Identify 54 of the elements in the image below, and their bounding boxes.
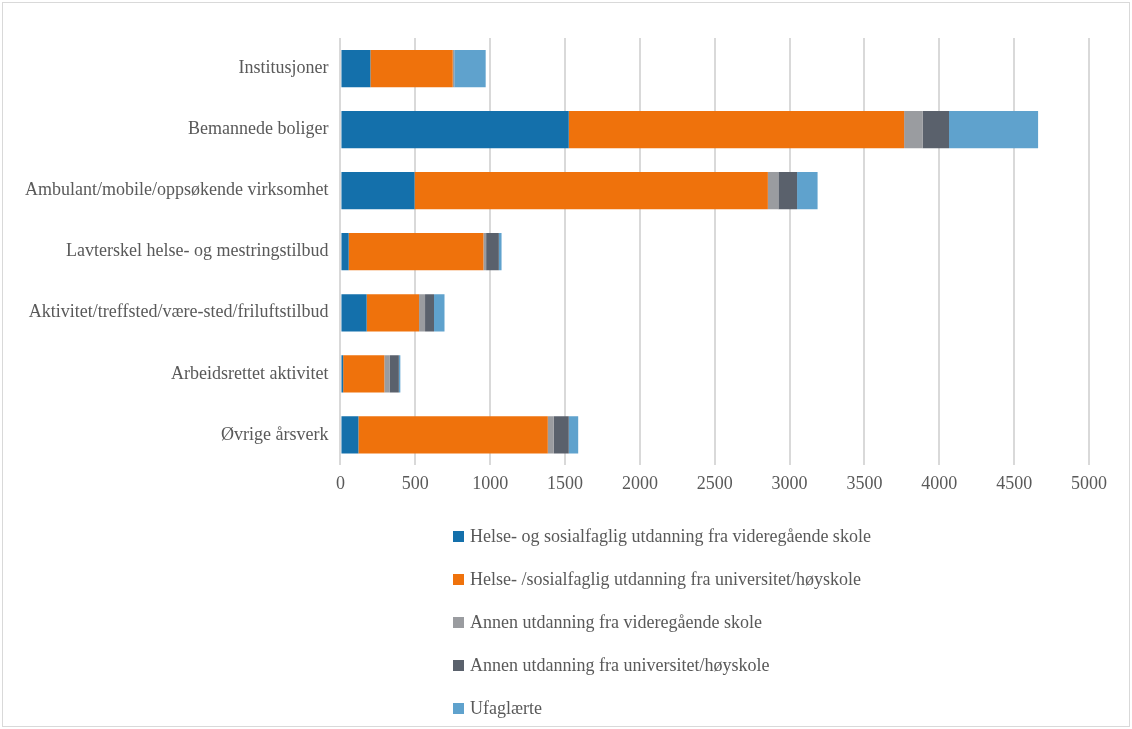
x-tick-label: 4500 [996,472,1033,493]
bar [568,110,905,149]
bar [483,233,487,271]
bar [922,110,950,149]
x-tick-label: 2000 [621,472,658,493]
legend-label: Helse- /sosialfaglig utdanning fra universitet/høyskole [469,568,862,591]
legend-label: Annen utdanning fra universitet/høyskole [469,654,771,677]
x-tick-label: 500 [401,472,429,493]
bar [389,355,399,393]
bar [949,110,1039,149]
bar [553,416,569,454]
legend-label: Annen utdanning fra videregående skole [469,611,763,634]
bar [341,416,359,454]
bar [341,294,367,332]
x-tick-label: 1000 [472,472,509,493]
bar [341,233,349,271]
bar [904,110,923,149]
legend-label: Ufaglærte [469,697,543,720]
bar [568,416,579,454]
x-tick-label: 1500 [547,472,584,493]
y-tick-label: Arbeidsrettet aktivitet [171,362,329,383]
bar [343,355,385,393]
y-tick-label: Ambulant/mobile/oppsøkende virksomhet [24,179,329,200]
bar [341,110,569,149]
bar [498,233,502,271]
bar [778,172,798,210]
bar [384,355,390,393]
y-tick-label: Bemannede boliger [188,118,329,139]
bar [434,294,445,332]
x-tick-label: 5000 [1071,472,1107,493]
bar [414,172,768,210]
x-tick-label: 0 [335,472,345,493]
x-tick-label: 4000 [921,472,958,493]
bar [547,416,554,454]
bar [341,172,415,210]
bar [358,416,548,454]
bar [486,233,499,271]
x-tick-label: 2500 [696,472,733,493]
bar [370,49,453,88]
bar [348,233,484,271]
x-tick-label: 3500 [846,472,883,493]
bar [366,294,420,332]
bar [767,172,779,210]
y-tick-label: Aktivitet/treffsted/være-sted/friluftstilbud [28,301,329,322]
y-tick-label: Institusjoner [238,57,329,78]
bar [454,49,486,88]
bar [425,294,435,332]
bar [797,172,818,210]
legend-label: Helse- og sosialfaglig utdanning fra videregående skole [469,525,871,548]
x-tick-label: 3000 [771,472,808,493]
y-tick-label: Lavterskel helse- og mestringstilbud [66,240,329,261]
y-tick-label: Øvrige årsverk [220,423,329,444]
bar [341,49,371,88]
bar [419,294,426,332]
